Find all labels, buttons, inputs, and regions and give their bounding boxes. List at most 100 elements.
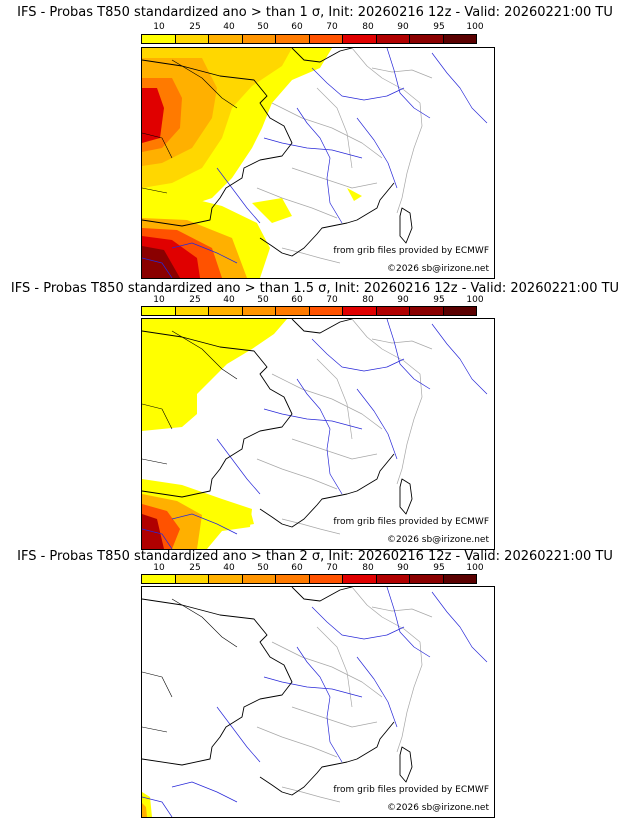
coastline <box>142 48 413 257</box>
colorbar-tick: 25 <box>189 22 201 32</box>
colorbar-tick: 40 <box>223 295 235 305</box>
probability-area <box>142 88 164 143</box>
map-canvas <box>142 587 488 817</box>
map-canvas <box>142 48 488 278</box>
colorbar-swatch <box>309 575 343 583</box>
coastline-detail <box>142 598 238 733</box>
colorbar-swatch <box>343 35 377 43</box>
colorbar-swatch <box>242 575 276 583</box>
colorbar <box>141 306 477 316</box>
colorbar-swatch <box>443 307 476 315</box>
forecast-map: from grib files provided by ECMWF ©2026 … <box>141 47 495 279</box>
colorbar-tick: 50 <box>257 563 269 573</box>
border-lines <box>256 48 433 264</box>
colorbar <box>141 574 477 584</box>
colorbar-tick: 70 <box>326 563 338 573</box>
copyright: ©2026 sb@irizone.net <box>386 535 490 545</box>
colorbar-swatch <box>209 35 243 43</box>
colorbar-labels: 10 25 40 50 60 70 80 90 95 100 <box>139 22 483 32</box>
colorbar-swatch <box>309 35 343 43</box>
colorbar-tick: 10 <box>153 563 165 573</box>
colorbar-swatch <box>443 575 476 583</box>
colorbar-tick: 70 <box>326 295 338 305</box>
colorbar-tick: 95 <box>433 295 445 305</box>
colorbar-labels: 10 25 40 50 60 70 80 90 95 100 <box>139 563 483 573</box>
forecast-map: from grib files provided by ECMWF ©2026 … <box>141 586 495 818</box>
river-lines <box>142 319 488 549</box>
colorbar-swatch <box>142 35 176 43</box>
colorbar-tick: 90 <box>397 563 409 573</box>
colorbar-tick: 80 <box>362 295 374 305</box>
panel-title: IFS - Probas T850 standardized ano > tha… <box>17 5 613 20</box>
colorbar-tick: 10 <box>153 295 165 305</box>
colorbar-swatch <box>309 307 343 315</box>
colorbar-swatch <box>410 575 444 583</box>
colorbar-swatch <box>175 575 209 583</box>
copyright: ©2026 sb@irizone.net <box>386 264 490 274</box>
coastline-detail <box>142 330 238 465</box>
colorbar-tick: 95 <box>433 22 445 32</box>
colorbar-tick: 100 <box>466 22 484 32</box>
colorbar-tick: 25 <box>189 563 201 573</box>
map-panel-2: IFS - Probas T850 standardized ano > tha… <box>0 270 630 550</box>
colorbar-swatch <box>410 35 444 43</box>
probability-area <box>142 319 287 431</box>
colorbar-tick: 50 <box>257 22 269 32</box>
colorbar-tick: 60 <box>291 563 303 573</box>
border-lines <box>256 319 433 535</box>
coastline <box>142 319 413 528</box>
colorbar-swatch <box>276 575 310 583</box>
colorbar <box>141 34 477 44</box>
river-lines <box>142 48 488 278</box>
probability-area <box>142 803 147 817</box>
colorbar-swatch <box>142 307 176 315</box>
copyright: ©2026 sb@irizone.net <box>386 803 490 813</box>
panel-title: IFS - Probas T850 standardized ano > tha… <box>10 281 620 296</box>
colorbar-swatch <box>343 575 377 583</box>
source-credit: from grib files provided by ECMWF <box>332 246 490 256</box>
coastline <box>142 587 413 796</box>
map-panel-3: IFS - Probas T850 standardized ano > tha… <box>0 540 630 818</box>
map-panel-1: IFS - Probas T850 standardized ano > tha… <box>0 0 630 279</box>
colorbar-swatch <box>376 307 410 315</box>
colorbar-swatch <box>376 575 410 583</box>
colorbar-tick: 90 <box>397 295 409 305</box>
colorbar-tick: 60 <box>291 295 303 305</box>
colorbar-tick: 40 <box>223 22 235 32</box>
panel-title: IFS - Probas T850 standardized ano > tha… <box>17 549 613 564</box>
colorbar-swatch <box>410 307 444 315</box>
colorbar-tick: 50 <box>257 295 269 305</box>
colorbar-tick: 60 <box>291 22 303 32</box>
colorbar-tick: 90 <box>397 22 409 32</box>
forecast-map: from grib files provided by ECMWF ©2026 … <box>141 318 495 550</box>
colorbar-swatch <box>376 35 410 43</box>
source-credit: from grib files provided by ECMWF <box>332 517 490 527</box>
colorbar-tick: 25 <box>189 295 201 305</box>
colorbar-swatch <box>443 35 476 43</box>
probability-area <box>232 507 254 527</box>
colorbar-tick: 80 <box>362 563 374 573</box>
colorbar-swatch <box>276 35 310 43</box>
probability-area <box>142 246 180 278</box>
colorbar-tick: 40 <box>223 563 235 573</box>
river-lines <box>142 587 488 817</box>
colorbar-swatch <box>276 307 310 315</box>
colorbar-tick: 95 <box>433 563 445 573</box>
colorbar-swatch <box>142 575 176 583</box>
colorbar-swatch <box>343 307 377 315</box>
probability-area <box>252 198 292 223</box>
colorbar-swatch <box>209 575 243 583</box>
colorbar-labels: 10 25 40 50 60 70 80 90 95 100 <box>139 295 483 305</box>
colorbar-tick: 80 <box>362 22 374 32</box>
colorbar-swatch <box>175 307 209 315</box>
colorbar-tick: 100 <box>466 295 484 305</box>
border-lines <box>256 587 433 803</box>
colorbar-tick: 10 <box>153 22 165 32</box>
coastline-detail <box>142 59 238 194</box>
map-canvas <box>142 319 488 549</box>
colorbar-swatch <box>242 307 276 315</box>
colorbar-tick: 70 <box>326 22 338 32</box>
colorbar-swatch <box>175 35 209 43</box>
probability-area <box>347 188 362 201</box>
colorbar-tick: 100 <box>466 563 484 573</box>
